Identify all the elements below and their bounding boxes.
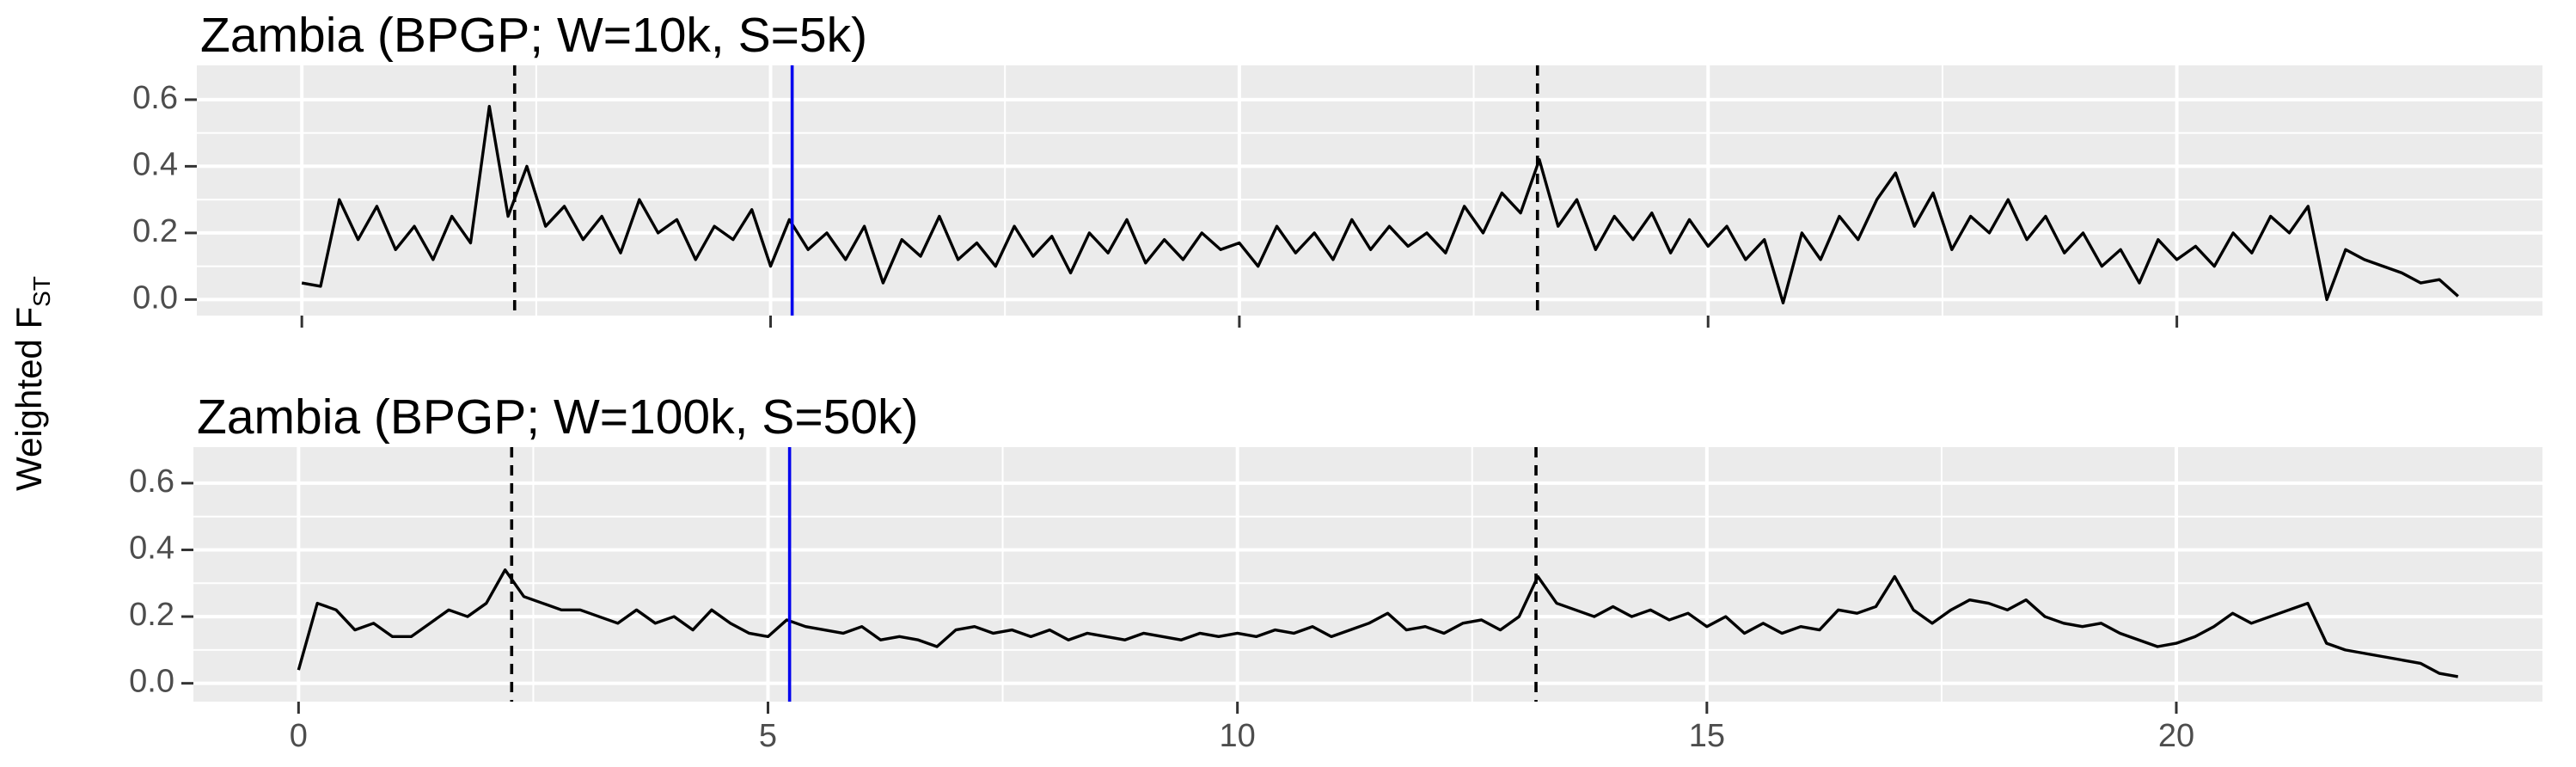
y-tick-label: 0.6	[129, 463, 174, 500]
x-tick-label: 20	[2158, 718, 2194, 754]
panel-title: Zambia (BPGP; W=10k, S=5k)	[200, 8, 867, 63]
x-tick-label: 5	[759, 718, 777, 754]
x-tick-label: 15	[1689, 718, 1725, 754]
y-tick-label: 0.0	[129, 664, 174, 700]
y-tick-label: 0.4	[132, 146, 178, 182]
y-tick-label: 0.6	[132, 80, 178, 116]
y-axis-label-text: Weighted F	[9, 307, 49, 491]
panel-title: Zambia (BPGP; W=100k, S=50k)	[197, 390, 919, 445]
x-tick-label: 0	[290, 718, 308, 754]
y-tick-label: 0.2	[132, 213, 178, 249]
panel-background	[193, 447, 2542, 702]
y-tick-label: 0.0	[132, 279, 178, 316]
y-tick-label: 0.2	[129, 597, 174, 633]
data-line	[297, 568, 2458, 678]
data-line	[301, 104, 2459, 304]
y-tick-label: 0.4	[129, 531, 174, 567]
x-tick-label: 10	[1220, 718, 1256, 754]
panel-background	[197, 65, 2542, 316]
y-axis-label-subscript: ST	[28, 276, 55, 307]
y-axis-label: Weighted FST	[9, 276, 55, 491]
